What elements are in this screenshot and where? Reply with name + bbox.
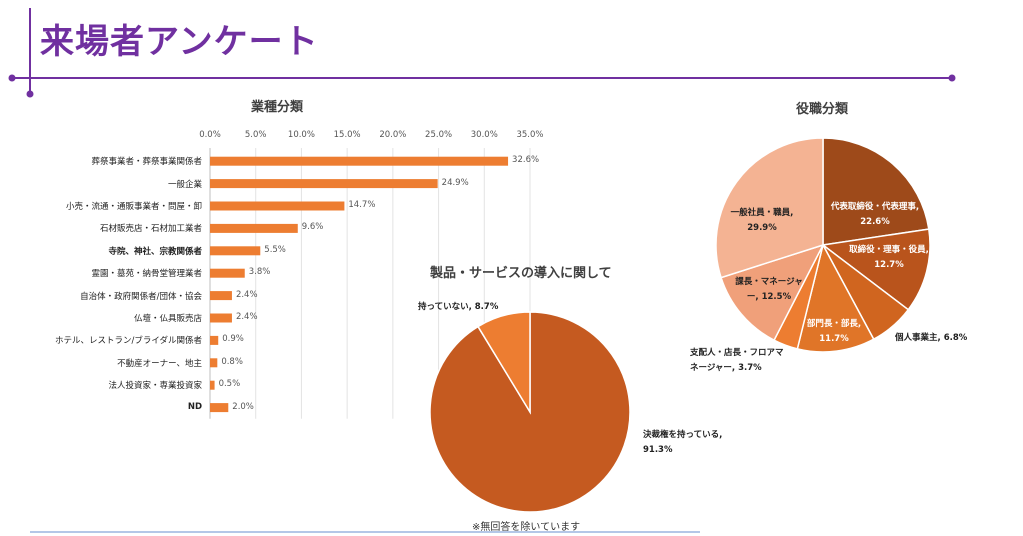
bar-value-label: 2.4% [235, 312, 258, 322]
bar-category-label: 自治体・政府関係者/団体・協会 [80, 291, 202, 302]
bar [210, 201, 345, 211]
bar-value-label: 9.6% [301, 222, 324, 233]
bar [210, 291, 232, 301]
bar-chart-title: 業種分類 [251, 100, 304, 115]
x-tick-label: 35.0% [516, 130, 544, 140]
pie-label-manager-floor: 支配人・店長・フロアマネージャー, 3.7% [690, 348, 784, 373]
bar-category-label: 仏壇・仏具販売店 [133, 314, 202, 324]
bar-category-label: ホテル、レストラン/ブライダル関係者 [54, 336, 202, 347]
bar-value-label: 0.5% [218, 379, 241, 390]
bar-category-label: 石材販売店・石材加工業者 [99, 224, 202, 235]
bar-category-label: 不動産オーナー、地主 [117, 358, 202, 369]
bar-category-label: ND [187, 401, 202, 412]
pie-label-sole-proprietor: 個人事業主, 6.8% [895, 333, 968, 343]
bar [210, 358, 218, 368]
bar [210, 380, 215, 390]
bar [210, 313, 232, 323]
pie-label-no-authority: 持っていない, 8.7% [418, 302, 499, 312]
bar-value-label: 24.9% [441, 177, 469, 188]
decision-pie-slice [476, 311, 531, 415]
x-tick-label: 0.0% [199, 130, 221, 140]
bar [210, 156, 509, 166]
bar-value-label: 2.0% [232, 401, 254, 412]
bar [210, 246, 261, 256]
page-title: 来場者アンケート [40, 22, 319, 62]
bar-category-label: 小売・流通・通販事業者・問屋・卸 [65, 202, 202, 212]
position-pie-title: 役職分類 [796, 102, 849, 117]
x-tick-label: 30.0% [470, 130, 498, 140]
position-pie-slice [715, 137, 824, 279]
bar-category-label: 一般企業 [167, 179, 202, 190]
x-tick-label: 20.0% [379, 130, 407, 140]
x-tick-label: 15.0% [333, 130, 361, 140]
bar-value-label: 2.4% [235, 289, 258, 300]
position-pie-slice [821, 228, 931, 311]
bar [210, 403, 229, 413]
bar-category-label: 霊園・墓苑・納骨堂管理業者 [91, 269, 202, 280]
bar-category-label: 法人投資家・専業投資家 [108, 381, 202, 392]
bar-category-label: 葬祭事業者・葬祭事業関係者 [91, 157, 202, 168]
bar-value-label: 5.5% [264, 244, 286, 255]
x-tick-label: 5.0% [244, 130, 267, 140]
x-tick-label: 25.0% [425, 130, 453, 140]
bar-value-label: 3.8% [248, 267, 271, 278]
bar-value-label: 32.6% [512, 155, 540, 166]
no-answer-note: ※無回答を除いています [472, 522, 581, 533]
bar [210, 268, 245, 278]
bar-category-label: 寺院、神社、宗教関係者 [108, 246, 202, 257]
pie-label-staff: 一般社員・職員, 29.9% [730, 208, 794, 233]
bar [210, 335, 219, 345]
decision-pie-title: 製品・サービスの導入に関して [430, 266, 612, 281]
bar-value-label: 0.9% [222, 334, 244, 345]
bar-value-label: 0.8% [221, 356, 243, 367]
bar-value-label: 14.7% [348, 200, 376, 210]
pie-label-dept-head: 部門長・部長, 11.7% [806, 319, 862, 344]
position-pie-slice [822, 137, 930, 246]
pie-label-has-authority: 決裁権を持っている, 91.3% [643, 430, 723, 455]
pie-label-director: 取締役・理事・役員, 12.7% [849, 245, 929, 270]
bar [210, 179, 438, 189]
pie-label-ceo: 代表取締役・代表理事, 22.6% [830, 202, 920, 227]
x-tick-label: 10.0% [287, 130, 315, 140]
position-pie-slice [720, 243, 825, 342]
pie-label-section-chief: 課長・マネージャー, 12.5% [735, 277, 803, 302]
bar [210, 223, 298, 233]
